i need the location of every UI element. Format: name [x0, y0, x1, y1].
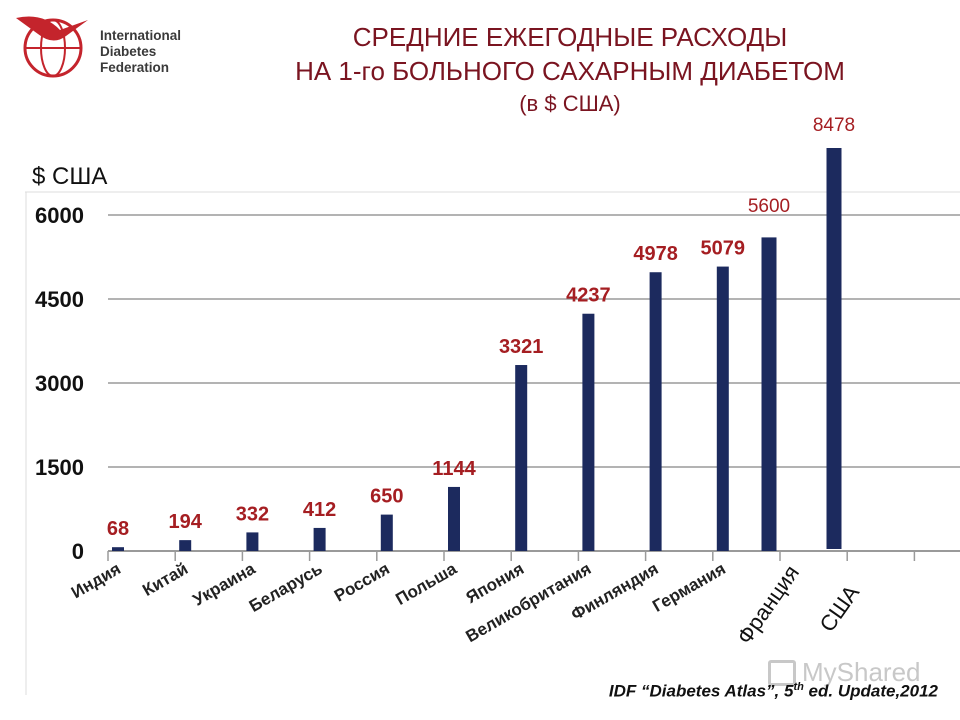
logo-line: International	[100, 28, 182, 43]
bar-Франция	[761, 237, 777, 551]
bar-Финляндия	[649, 272, 662, 551]
watermark-text: MyShared	[802, 657, 921, 687]
y-tick-label: 6000	[35, 203, 84, 228]
y-tick-label: 0	[72, 539, 84, 564]
y-unit-label: $ США	[32, 163, 108, 190]
bar-Германия	[716, 266, 729, 551]
bar-Беларусь	[313, 527, 326, 551]
data-label: 650	[370, 486, 403, 508]
x-tick-label: Великобритания	[462, 559, 594, 646]
hummingbird-icon	[16, 16, 88, 78]
chart-title-line2: НА 1-го БОЛЬНОГО САХАРНЫМ ДИАБЕТОМ	[295, 56, 845, 86]
source-main: IDF “Diabetes Atlas”, 5	[608, 681, 794, 701]
data-label: 412	[303, 499, 336, 521]
data-label: 332	[236, 503, 269, 525]
bar-Россия	[380, 514, 393, 551]
x-tick-label: Китай	[139, 559, 191, 600]
idf-logo	[8, 6, 208, 86]
bar-Китай	[179, 540, 192, 551]
bar-Великобритания	[582, 313, 595, 551]
y-tick-label: 4500	[35, 287, 84, 312]
bar-Япония	[515, 365, 528, 551]
x-tick-label: Индия	[68, 559, 124, 602]
data-label: 4978	[633, 243, 678, 265]
chart-title-line3: (в $ США)	[519, 91, 621, 116]
bar-Индия	[112, 547, 124, 551]
chart-title-line1: СРЕДНИЕ ЕЖЕГОДНЫЕ РАСХОДЫ	[352, 22, 788, 52]
source-sup: th	[793, 681, 804, 693]
bar-Украина	[246, 532, 259, 551]
logo-line: Federation	[100, 60, 170, 75]
data-label: 1144	[432, 458, 476, 480]
data-label: 5079	[701, 238, 746, 260]
bar-США	[826, 148, 842, 549]
data-label: 5600	[748, 196, 790, 217]
x-tick-label: Россия	[331, 559, 393, 606]
x-tick-label: Франция	[732, 561, 804, 649]
bar-Польша	[448, 486, 460, 551]
data-label: 3321	[499, 336, 544, 358]
data-label: 194	[169, 511, 203, 533]
x-tick-label: США	[815, 580, 865, 636]
source-citation: IDF “Diabetes Atlas”, 5th ed. Update,201…	[609, 681, 938, 702]
y-tick-label: 3000	[35, 371, 84, 396]
x-tick-label: Польша	[392, 559, 460, 609]
logo-line: Diabetes	[100, 44, 157, 59]
x-tick-label: Германия	[649, 559, 729, 616]
data-label: 68	[107, 518, 129, 540]
logo-text: International Diabetes Federation	[100, 28, 181, 76]
data-label: 4237	[566, 285, 611, 307]
watermark-icon	[768, 660, 796, 686]
x-tick-label: Беларусь	[246, 559, 326, 616]
data-label: 8478	[813, 115, 855, 136]
source-tail: ed. Update,2012	[803, 681, 938, 701]
y-tick-label: 1500	[35, 455, 84, 480]
